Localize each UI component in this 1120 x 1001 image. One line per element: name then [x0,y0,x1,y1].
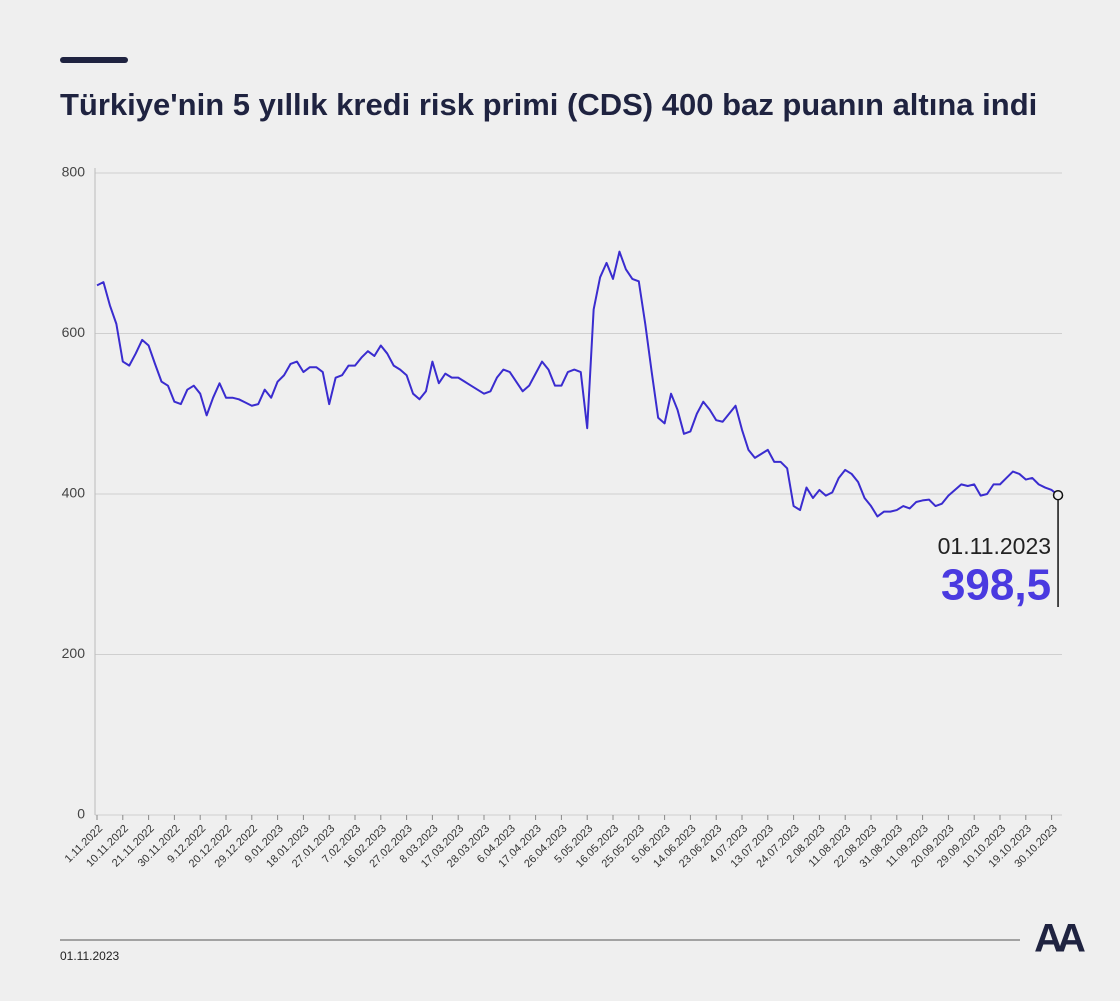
annotation-date: 01.11.2023 [938,533,1051,559]
footer-date: 01.11.2023 [60,949,119,963]
y-tick-label: 400 [62,485,86,501]
y-tick-label: 200 [62,645,86,661]
y-tick-label: 0 [77,806,85,822]
y-tick-label: 800 [62,164,86,180]
chart-title: Türkiye'nin 5 yıllık kredi risk primi (C… [60,87,1037,122]
series-line [96,250,1059,518]
title-accent [60,57,128,63]
y-tick-label: 600 [62,324,86,340]
last-point [1052,489,1064,501]
annotation-value: 398,5 [941,561,1051,610]
logo: AA [1034,917,1085,961]
